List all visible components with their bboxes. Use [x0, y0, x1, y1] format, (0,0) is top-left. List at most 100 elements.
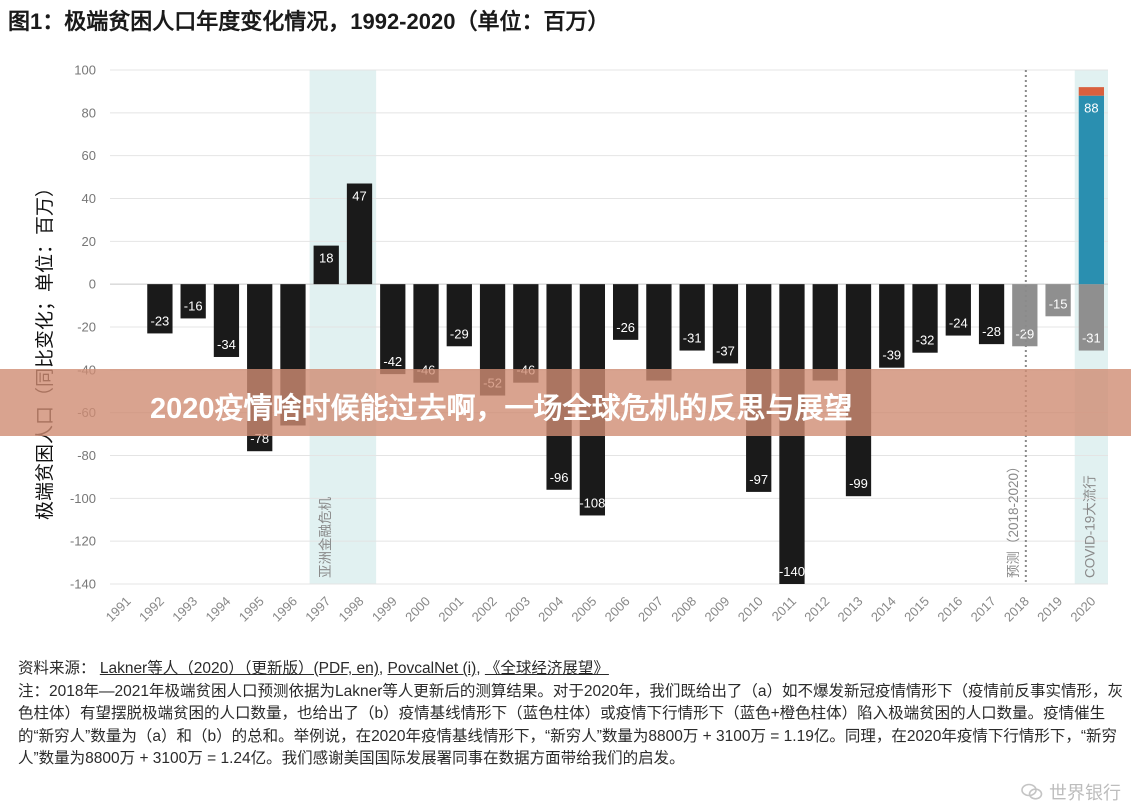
forecast-label: 预测（2018-2020）: [1006, 459, 1021, 578]
watermark-text: 世界银行: [1049, 783, 1121, 803]
x-tick-label: 2003: [502, 594, 533, 625]
y-tick-label: -140: [70, 577, 96, 592]
data-label: -99: [849, 476, 868, 491]
x-tick-label: 2002: [469, 594, 500, 625]
data-label: -23: [151, 313, 170, 328]
bar-actual-1993: [180, 284, 206, 319]
headline-banner: 2020疫情啥时候能过去啊，一场全球危机的反思与展望: [0, 369, 1131, 436]
y-tick-label: 80: [82, 105, 96, 120]
data-label: -31: [683, 331, 702, 346]
y-tick-label: 20: [82, 234, 96, 249]
y-tick-label: 0: [89, 277, 96, 292]
bar-actual-2001: [446, 284, 472, 347]
x-tick-label: 2020: [1067, 594, 1098, 625]
data-label: 47: [352, 189, 366, 204]
wechat-icon: [1021, 783, 1043, 800]
data-label: -39: [882, 348, 901, 363]
y-tick-label: -80: [77, 448, 96, 463]
x-tick-label: 2010: [735, 594, 766, 625]
data-label: -32: [916, 333, 935, 348]
x-tick-label: 1996: [269, 594, 300, 625]
y-tick-label: 40: [82, 191, 96, 206]
chart-title: 图1：极端贫困人口年度变化情况，1992-2020（单位：百万）: [8, 9, 610, 34]
data-label: -29: [450, 326, 469, 341]
bar-forecast-2019: [1045, 284, 1071, 317]
x-tick-label: 1993: [169, 594, 200, 625]
bar-actual-1994: [213, 284, 240, 357]
bar-actual-2017: [978, 284, 1005, 345]
bar-covid-baseline-2020: [1078, 95, 1105, 285]
bar-actual-1998: [346, 183, 373, 285]
notes: 资料来源： Lakner等人（2020）（更新版）(PDF, en), Povc…: [18, 658, 1123, 771]
x-tick-label: 1999: [369, 594, 400, 625]
bar-actual-2014: [879, 284, 905, 368]
bar-actual-2003: [513, 284, 539, 383]
x-tick-label: 2009: [701, 594, 732, 625]
x-tick-label: 2011: [769, 594, 799, 624]
x-tick-label: 1992: [136, 594, 167, 625]
bar-actual-2007: [646, 284, 672, 381]
data-label: -31: [1082, 331, 1101, 346]
bar-actual-1997: [313, 245, 339, 285]
source-link-lakner[interactable]: Lakner等人（2020）（更新版）(PDF, en): [99, 660, 379, 677]
x-tick-label: 2014: [868, 594, 899, 625]
bar-covid-downside-2020: [1078, 87, 1105, 96]
watermark: 世界银行: [1021, 779, 1121, 805]
x-tick-label: 2017: [968, 594, 999, 625]
data-label: -140: [779, 564, 805, 579]
bar-actual-1992: [147, 284, 173, 334]
asia-crisis-label: 亚洲金融危机: [318, 497, 333, 578]
x-tick-label: 2000: [402, 594, 433, 625]
x-tick-label: 1997: [302, 594, 333, 625]
bar-actual-2000: [413, 284, 439, 383]
x-tick-label: 1998: [336, 594, 367, 625]
note-text: 注：2018年—2021年极端贫困人口预测依据为Lakner等人更新后的测算结果…: [18, 682, 1123, 768]
y-tick-label: 100: [74, 63, 96, 78]
x-tick-label: 2019: [1034, 594, 1065, 625]
y-tick-label: -20: [77, 320, 96, 335]
x-tick-label: 2015: [901, 594, 932, 625]
covid-label: COVID-19大流行: [1082, 475, 1097, 578]
x-tick-label: 2013: [835, 594, 866, 625]
data-label: -37: [716, 343, 735, 358]
data-label: -34: [217, 337, 236, 352]
bar-actual-2015: [912, 284, 938, 353]
x-tick-label: 2012: [801, 594, 832, 625]
x-tick-label: 2001: [435, 594, 466, 625]
bar-actual-2009: [712, 284, 739, 364]
bar-actual-2008: [679, 284, 705, 351]
data-label: -97: [749, 472, 768, 487]
y-tick-label: 60: [82, 148, 96, 163]
data-label: -26: [616, 320, 635, 335]
data-label: -29: [1015, 326, 1034, 341]
source-separator: ,: [378, 660, 388, 677]
data-label: -15: [1049, 296, 1068, 311]
x-tick-label: 2016: [934, 594, 965, 625]
source-link-gep[interactable]: 《全球经济展望》: [484, 660, 609, 677]
x-tick-label: 2007: [635, 594, 666, 625]
x-tick-label: 1995: [236, 594, 267, 625]
source-link-povcalnet[interactable]: PovcalNet (i): [387, 660, 477, 677]
bar-actual-2012: [812, 284, 838, 381]
x-tick-label: 1991: [103, 594, 134, 625]
data-label: -108: [579, 495, 605, 510]
source-separator: ,: [476, 660, 485, 677]
data-label: -28: [982, 324, 1001, 339]
x-tick-label: 2006: [602, 594, 633, 625]
bar-actual-1999: [380, 284, 406, 375]
data-label: 88: [1084, 101, 1098, 116]
y-tick-label: -120: [70, 534, 96, 549]
source-line: 资料来源： Lakner等人（2020）（更新版）(PDF, en), Povc…: [18, 658, 1123, 681]
headline-text: 2020疫情啥时候能过去啊，一场全球危机的反思与展望: [150, 393, 853, 425]
x-tick-label: 2008: [668, 594, 699, 625]
x-tick-label: 1994: [202, 594, 233, 625]
source-prefix: 资料来源：: [18, 660, 96, 677]
x-tick-label: 2004: [535, 594, 566, 625]
x-tick-label: 2018: [1001, 594, 1032, 625]
data-label: -16: [184, 298, 203, 313]
data-label: 18: [319, 251, 333, 266]
bar-actual-2006: [612, 284, 639, 340]
bar-actual-2016: [945, 284, 971, 336]
x-tick-label: 2005: [568, 594, 599, 625]
